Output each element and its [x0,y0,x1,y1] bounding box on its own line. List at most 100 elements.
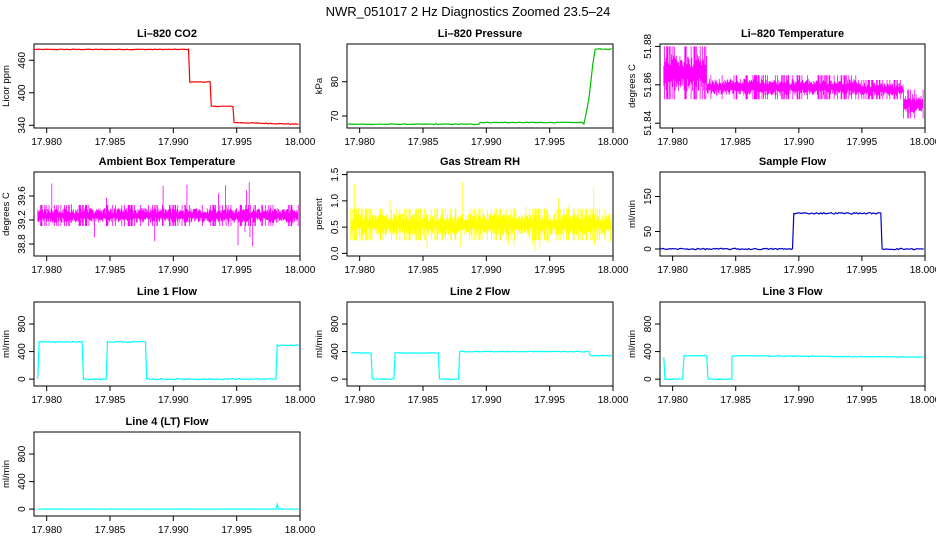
plot-frame [659,43,926,129]
series-band [856,80,904,100]
y-tick-label: 80 [330,76,341,88]
x-tick-label: 18.000 [910,265,936,276]
data-layer [37,502,299,510]
x-tick-label: 17.985 [95,395,126,406]
panel-5: Gas Stream RH 17.980 17.985 17.990 17.995 18.… [314,156,629,276]
series-line [347,48,612,126]
y-axis-label: degrees C [627,64,638,108]
panel-title: Line 1 Flow [137,286,197,298]
y-tick-label: 0.5 [330,220,341,234]
x-tick-label: 17.995 [221,137,252,148]
y-tick-label: 400 [17,84,28,101]
y-tick-label: 400 [643,343,654,360]
x-tick-label: 17.980 [344,265,375,276]
x-tick-label: 17.995 [847,265,878,276]
y-tick-label: 70 [330,110,341,122]
y-tick-label: 0 [17,506,28,512]
data-layer [350,350,612,381]
x-tick-label: 17.985 [95,137,126,148]
x-tick-label: 17.980 [344,395,375,406]
panel-title: Line 4 (LT) Flow [126,416,209,428]
y-tick-label: 0 [330,376,341,382]
x-tick-label: 18.000 [285,265,316,276]
x-tick-label: 18.000 [910,395,936,406]
plot-frame [33,171,301,257]
y-axis-label: degrees C [1,192,12,236]
panel-title: Line 2 Flow [450,286,510,298]
x-tick-label: 17.990 [471,265,502,276]
y-tick-label: 800 [17,315,28,332]
x-tick-label: 17.985 [408,265,439,276]
data-layer [347,48,612,126]
y-axis-label: Licor ppm [1,65,12,107]
x-tick-label: 17.990 [784,137,815,148]
y-tick-label: 800 [643,315,654,332]
panel-7: Line 1 Flow 17.980 17.985 17.990 17.995 18.00… [1,286,316,406]
x-tick-label: 17.990 [471,395,502,406]
x-tick-label: 17.990 [158,525,189,536]
x-tick-label: 17.980 [657,395,688,406]
panel-4: Ambient Box Temperature 17.980 17.985 17.99… [1,156,316,276]
data-layer [663,46,924,119]
panel-9: Line 3 Flow 17.980 17.985 17.990 17.995 18.00… [627,286,936,406]
panel-8: Line 2 Flow 17.980 17.985 17.990 17.995 18.00… [314,286,629,406]
x-tick-label: 18.000 [285,525,316,536]
y-tick-label: 800 [17,445,28,462]
x-tick-label: 17.995 [847,395,878,406]
series-line [34,48,299,125]
x-tick-label: 17.995 [534,395,565,406]
data-layer [37,340,299,381]
panel-10: Line 4 (LT) Flow 17.980 17.985 17.990 17.995… [1,416,316,536]
y-tick-label: 1.0 [330,193,341,207]
data-layer [37,182,299,247]
y-tick-label: 340 [17,117,28,134]
y-tick-label: 38.8 [17,234,28,254]
x-tick-label: 17.985 [408,395,439,406]
data-layer [34,48,299,125]
data-layer [660,211,924,251]
plot-frame [346,301,614,387]
x-tick-label: 17.980 [31,395,62,406]
y-tick-label: 400 [17,473,28,490]
y-tick-label: 0 [17,376,28,382]
x-tick-label: 17.985 [720,265,751,276]
x-tick-label: 17.985 [95,265,126,276]
x-tick-label: 18.000 [598,137,629,148]
y-tick-label: 0.0 [330,246,341,260]
y-tick-label: 800 [330,315,341,332]
plot-frame [659,171,926,257]
y-axis-label: ml/min [1,460,12,488]
series-band [903,89,924,119]
panel-title: Sample Flow [759,156,827,168]
series-band [37,182,299,247]
plot-frame [346,171,614,257]
x-tick-label: 17.995 [847,137,878,148]
y-axis-label: percent [314,198,325,230]
y-axis-label: kPa [314,77,325,94]
y-axis-label: ml/min [314,330,325,358]
x-tick-label: 17.980 [657,265,688,276]
x-tick-label: 17.985 [720,395,751,406]
y-tick-label: 460 [17,51,28,68]
panel-title: Li–820 CO2 [137,28,197,40]
y-axis-label: ml/min [1,330,12,358]
x-tick-label: 18.000 [598,265,629,276]
x-tick-label: 18.000 [285,395,316,406]
y-tick-label: 51.84 [643,110,654,135]
x-tick-label: 17.990 [158,265,189,276]
x-tick-label: 17.995 [221,265,252,276]
x-tick-label: 17.980 [344,137,375,148]
x-tick-label: 18.000 [285,137,316,148]
x-tick-label: 17.990 [784,395,815,406]
x-tick-label: 17.980 [31,137,62,148]
panels: Li–820 CO2 17.980 17.985 17.990 17.995 18.000… [1,28,936,536]
x-tick-label: 17.995 [534,265,565,276]
x-tick-label: 17.985 [408,137,439,148]
panel-title: Gas Stream RH [440,156,520,168]
x-tick-label: 17.995 [221,525,252,536]
y-axis-label: ml/min [627,330,638,358]
series-band [350,182,612,251]
panel-6: Sample Flow 17.980 17.985 17.990 17.995 18.00… [627,156,936,276]
y-tick-label: 1.5 [330,167,341,181]
